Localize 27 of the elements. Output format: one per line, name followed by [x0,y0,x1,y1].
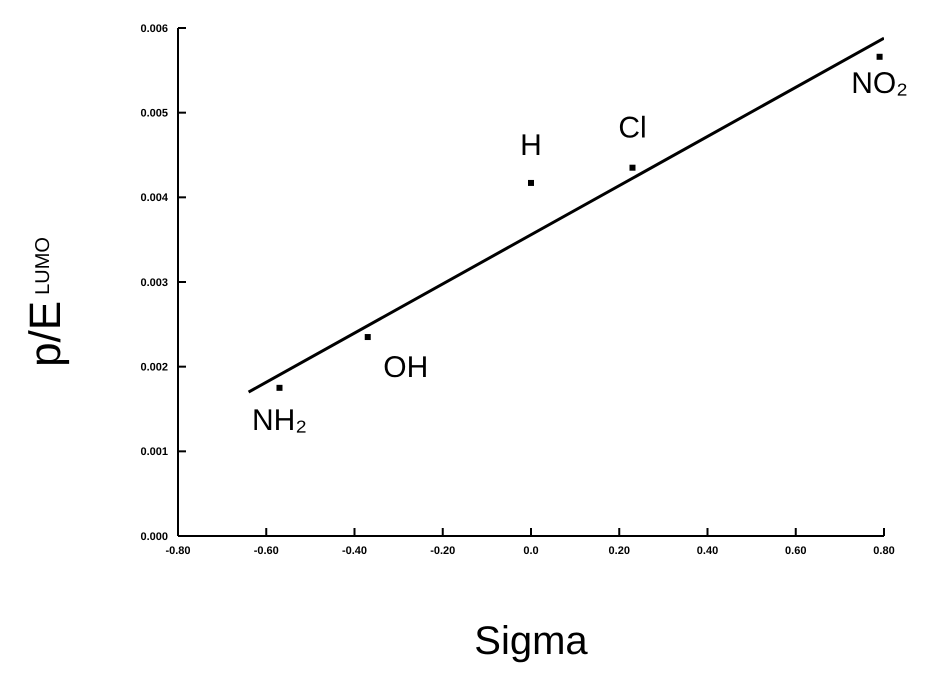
y-tick-label: 0.001 [140,446,168,458]
x-tick-label: -0.20 [430,544,456,557]
annotation: OH [383,351,428,384]
annotation: NH₂ [252,404,307,437]
y-tick-label: 0.002 [140,362,168,374]
x-tick-label: 0.60 [785,544,806,557]
x-tick-label: 0.0 [523,544,539,557]
point [629,164,636,171]
point [364,334,371,340]
x-tick-label: -0.80 [165,544,191,557]
x-tick-label: -0.40 [342,544,368,557]
annotation: NO₂ [851,66,908,100]
point [528,180,534,186]
annotation: H [520,128,542,162]
x-tick-label: 0.80 [873,544,895,557]
y-tick-label: 0.000 [140,530,168,543]
point [876,54,883,60]
x-tick-label: 0.20 [608,544,630,557]
x-axis-title: Sigma [474,619,588,663]
y-tick-label: 0.006 [140,22,168,35]
x-tick-label: 0.40 [696,544,718,557]
y-tick-label: 0.004 [140,192,169,204]
point [276,384,282,391]
y-tick-label: 0.005 [140,108,168,120]
x-tick-label: -0.60 [254,544,279,557]
y-tick-label: 0.003 [140,276,168,289]
annotation: Cl [618,112,647,145]
